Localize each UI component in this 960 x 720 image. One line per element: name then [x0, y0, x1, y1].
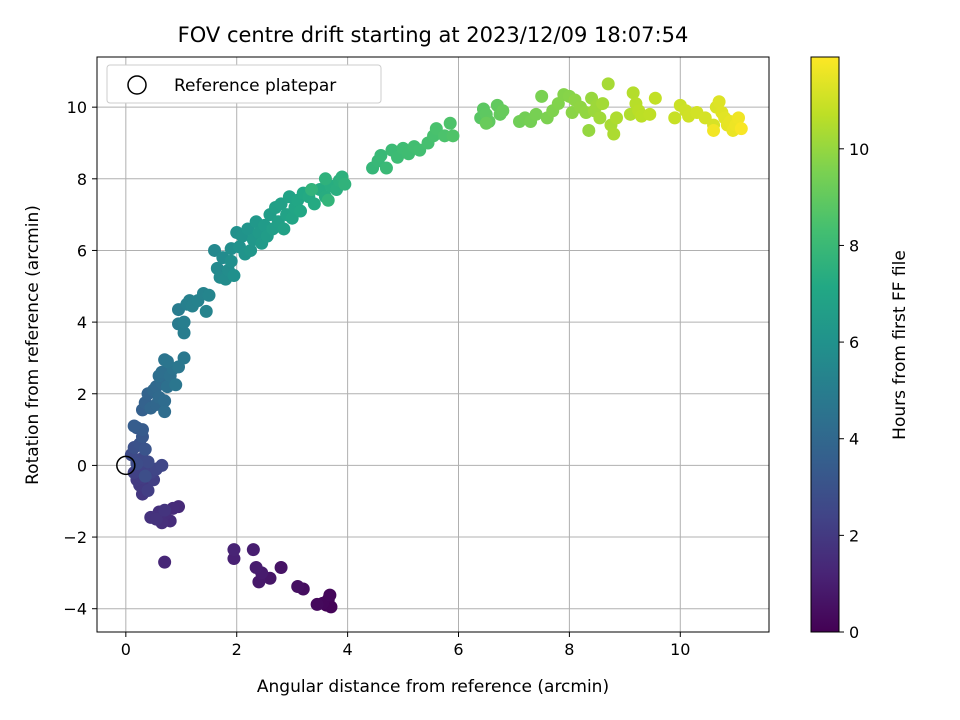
data-point	[169, 378, 183, 392]
data-point	[158, 394, 172, 408]
x-tick-label: 10	[670, 640, 690, 659]
legend-marker-icon	[127, 75, 147, 95]
chart-title: FOV centre drift starting at 2023/12/09 …	[178, 23, 689, 47]
data-point	[596, 97, 610, 111]
colorbar-tick-label: 0	[849, 623, 859, 642]
data-point	[496, 104, 510, 118]
x-tick-label: 0	[121, 640, 131, 659]
data-point	[307, 197, 321, 211]
data-point	[158, 503, 172, 517]
legend: Reference platepar	[106, 64, 382, 104]
data-point	[479, 116, 493, 130]
data-point	[202, 288, 216, 302]
colorbar-ticks: 0 2 4 6 8 10	[839, 140, 869, 642]
data-point	[127, 419, 141, 433]
data-point	[626, 86, 640, 100]
data-point	[249, 561, 263, 575]
data-point	[277, 222, 291, 236]
data-point	[177, 351, 191, 365]
data-point	[338, 177, 352, 191]
data-point	[321, 193, 335, 207]
data-point	[158, 555, 172, 569]
y-tick-label: 4	[77, 313, 87, 332]
data-point	[177, 326, 191, 340]
y-tick-label: 0	[77, 456, 87, 475]
data-point	[712, 95, 726, 109]
data-point	[246, 543, 260, 557]
colorbar-gradient	[810, 56, 840, 633]
data-point	[443, 116, 457, 130]
data-point	[141, 455, 155, 469]
data-point	[199, 304, 213, 318]
data-point	[734, 122, 748, 136]
data-point	[305, 183, 319, 197]
data-point	[244, 243, 258, 257]
data-point	[707, 123, 721, 137]
data-point	[227, 269, 241, 283]
data-point	[610, 111, 624, 125]
colorbar-label: Hours from first FF file	[890, 250, 910, 440]
data-point	[293, 204, 307, 218]
x-tick-label: 6	[453, 640, 463, 659]
data-point	[158, 405, 172, 419]
data-point	[138, 469, 152, 483]
data-point	[529, 107, 543, 121]
y-tick-label: 6	[77, 241, 87, 260]
data-point	[177, 315, 191, 329]
data-point	[323, 588, 337, 602]
data-point	[227, 543, 241, 557]
data-point	[582, 123, 596, 137]
data-point	[593, 111, 607, 125]
data-point	[291, 580, 305, 594]
y-tick-label: 2	[77, 385, 87, 404]
reference-platepar-marker	[116, 455, 136, 476]
x-tick-label: 4	[343, 640, 353, 659]
data-point	[274, 561, 288, 575]
data-point	[668, 111, 682, 125]
data-point	[227, 552, 241, 566]
y-axis-ticks: −4 −2 0 2 4 6 8 10	[63, 98, 97, 619]
data-point	[379, 161, 393, 175]
colorbar-tick-label: 8	[849, 236, 859, 255]
colorbar: 0 2 4 6 8 10 Hours from first FF file	[810, 56, 910, 642]
x-axis-ticks: 0 2 4 6 8 10	[121, 632, 690, 659]
y-axis-label: Rotation from reference (arcmin)	[23, 205, 43, 485]
colorbar-tick-label: 10	[849, 140, 869, 159]
data-point	[732, 111, 746, 125]
data-point	[141, 483, 155, 497]
data-point	[149, 512, 163, 526]
colorbar-tick-label: 4	[849, 430, 859, 449]
data-point	[607, 127, 621, 141]
data-point	[446, 129, 460, 143]
data-point	[310, 597, 324, 611]
x-axis-label: Angular distance from reference (arcmin)	[257, 677, 609, 697]
y-tick-label: −2	[63, 528, 87, 547]
colorbar-tick-label: 6	[849, 333, 859, 352]
data-point	[648, 91, 662, 105]
data-point	[601, 77, 615, 91]
y-tick-label: 8	[77, 170, 87, 189]
data-point	[138, 442, 152, 456]
data-points	[124, 77, 748, 614]
data-point	[318, 172, 332, 186]
data-point	[643, 107, 657, 121]
data-point	[535, 89, 549, 103]
x-tick-label: 2	[232, 640, 242, 659]
colorbar-tick-label: 2	[849, 526, 859, 545]
legend-box	[106, 64, 382, 104]
plot-frame	[96, 56, 770, 633]
data-point	[160, 355, 174, 369]
data-point	[155, 458, 169, 472]
data-point	[224, 254, 238, 268]
y-tick-label: 10	[67, 98, 87, 117]
legend-label: Reference platepar	[174, 76, 336, 96]
data-point	[374, 149, 388, 163]
y-tick-label: −4	[63, 600, 87, 619]
x-tick-label: 8	[564, 640, 574, 659]
